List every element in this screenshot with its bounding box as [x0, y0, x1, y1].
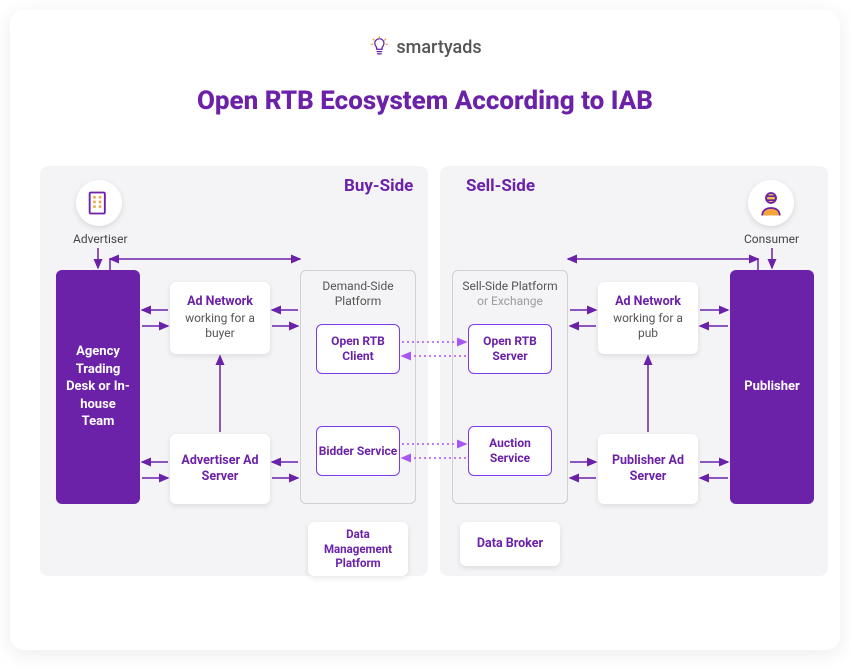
diagram-title: Open RTB Ecosystem According to IAB — [10, 86, 840, 116]
consumer-label: Consumer — [744, 232, 799, 246]
auction-box: Auction Service — [468, 426, 552, 476]
buy-side-label: Buy-Side — [344, 176, 413, 196]
advertiser-label: Advertiser — [73, 232, 128, 246]
rtb-server-box: Open RTB Server — [468, 324, 552, 374]
data-broker-box: Data Broker — [460, 522, 560, 566]
advertiser-ad-server-box: Advertiser Ad Server — [170, 434, 270, 504]
ad-network-sell-box: Ad Network working for a pub — [598, 282, 698, 354]
dmp-box: Data Management Platform — [308, 522, 408, 576]
bidder-box: Bidder Service — [316, 426, 400, 476]
rtb-client-box: Open RTB Client — [316, 324, 400, 374]
publisher-box: Publisher — [730, 270, 814, 504]
consumer-icon — [748, 180, 794, 226]
agency-box: Agency Trading Desk or In-house Team — [56, 270, 140, 504]
brand-logo: smartyads — [368, 36, 481, 58]
advertiser-icon — [76, 180, 122, 226]
ssp-label: Sell-Side Platform or Exchange — [453, 279, 567, 309]
ad-network-buy-box: Ad Network working for a buyer — [170, 282, 270, 354]
publisher-ad-server-box: Publisher Ad Server — [598, 434, 698, 504]
sell-side-label: Sell-Side — [466, 176, 535, 196]
dsp-label: Demand-Side Platform — [301, 279, 415, 309]
brand-name: smartyads — [396, 37, 481, 58]
logo-bulb-icon — [368, 36, 390, 58]
